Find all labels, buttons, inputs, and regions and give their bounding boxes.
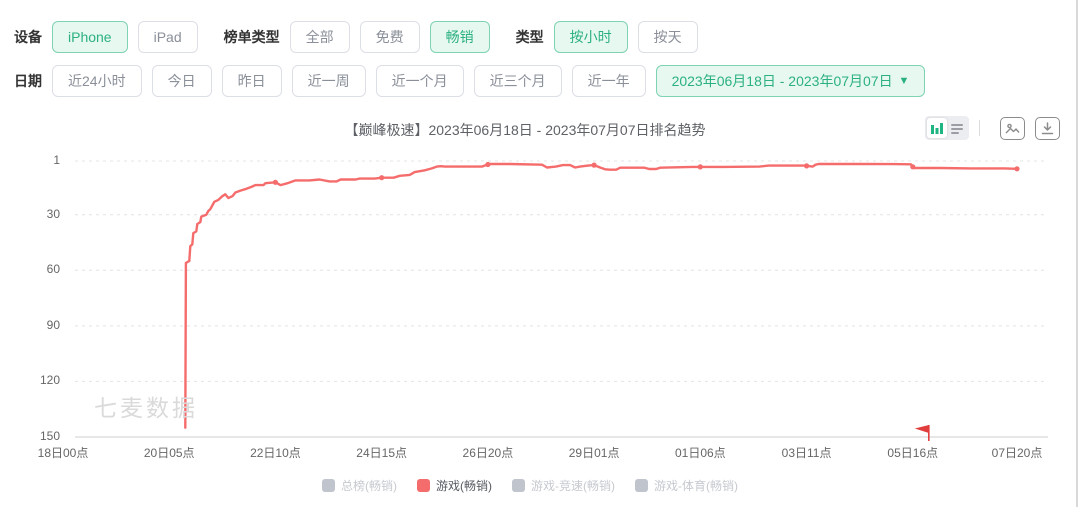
legend-label: 游戏(畅销) [436, 479, 492, 493]
chevron-down-icon: ▼ [898, 74, 910, 88]
device-option-button[interactable]: iPhone [52, 21, 128, 53]
date-option-button[interactable]: 近一周 [291, 65, 366, 97]
legend-item[interactable]: 游戏-竞速(畅销) [512, 477, 615, 494]
list-view-icon[interactable] [947, 118, 967, 138]
x-axis-tick-label: 05日16点 [887, 446, 939, 460]
granularity-option-button[interactable]: 按天 [637, 21, 698, 53]
y-axis-tick-label: 90 [46, 317, 60, 332]
export-image-icon[interactable] [1000, 116, 1025, 140]
rank-type-option-button[interactable]: 畅销 [429, 21, 490, 53]
data-point-marker [1014, 166, 1020, 172]
rank-type-option-button[interactable]: 免费 [359, 21, 420, 53]
legend-item[interactable]: 总榜(畅销) [322, 477, 397, 494]
x-axis-tick-label: 20日05点 [143, 446, 195, 460]
chart-title: 【巅峰极速】2023年06月18日 - 2023年07月07日排名趋势 [344, 122, 706, 138]
chart-toolbar [925, 116, 1060, 140]
legend-label: 游戏-竞速(畅销) [531, 479, 615, 493]
date-option-button[interactable]: 2023年06月18日 - 2023年07月07日 ▼ [655, 65, 925, 97]
data-point-marker [379, 175, 385, 181]
data-point-marker [804, 163, 810, 169]
legend-swatch [417, 479, 430, 492]
data-point-marker [485, 161, 491, 168]
chart-legend: 总榜(畅销) 游戏(畅销) 游戏-竞速(畅销) 游戏-体育(畅销) [0, 477, 1060, 494]
data-point-marker [591, 162, 597, 168]
rank-type-option-button[interactable]: 全部 [289, 21, 350, 53]
rank-type-button-group: 全部 免费 畅销 [289, 21, 500, 53]
filter-row-date: 日期 近24小时 今日 昨日 近一周 近一个月 近三个月 近一年 2023年06月18日 - … [14, 65, 935, 97]
granularity-button-group: 按小时 按天 [553, 21, 708, 53]
download-icon[interactable] [1035, 116, 1060, 140]
granularity-option-button[interactable]: 按小时 [553, 21, 628, 53]
x-axis-tick-label: 03日11点 [781, 446, 832, 460]
date-option-button[interactable]: 近一年 [571, 65, 646, 97]
date-option-button[interactable]: 近三个月 [473, 65, 562, 97]
x-axis-tick-label: 24日15点 [356, 446, 407, 460]
bar-chart-view-icon[interactable] [927, 118, 947, 138]
x-axis-tick-label: 18日00点 [37, 446, 89, 460]
device-button-group: iPhone iPad [52, 21, 208, 53]
toolbar-divider [979, 120, 980, 136]
x-axis-tick-label: 07日20点 [991, 446, 1043, 460]
device-filter-label: 设备 [14, 29, 42, 45]
event-flag-icon[interactable] [914, 425, 930, 441]
x-axis-tick-label: 29日01点 [568, 446, 620, 460]
date-option-button[interactable]: 昨日 [221, 65, 282, 97]
legend-item[interactable]: 游戏-体育(畅销) [635, 477, 738, 494]
y-axis-tick-label: 1 [53, 153, 60, 167]
y-axis-tick-label: 30 [46, 206, 60, 221]
rank-type-filter-label: 榜单类型 [223, 29, 280, 45]
filter-row-device-type: 设备 iPhone iPad 榜单类型 全部 免费 畅销 类型 按小时 按天 [14, 21, 708, 53]
legend-label: 游戏-体育(畅销) [654, 479, 738, 493]
data-point-marker [272, 179, 278, 185]
x-axis-tick-label: 22日10点 [250, 446, 301, 460]
x-axis-tick-label: 01日06点 [674, 446, 726, 460]
date-option-button[interactable]: 今日 [151, 65, 212, 97]
legend-swatch [635, 479, 648, 492]
date-filter-label: 日期 [14, 73, 42, 89]
device-option-button[interactable]: iPad [137, 21, 198, 53]
legend-item[interactable]: 游戏(畅销) [417, 477, 492, 494]
legend-swatch [322, 479, 335, 492]
date-option-button[interactable]: 近24小时 [52, 65, 142, 97]
rank-trend-line [184, 162, 1019, 429]
legend-label: 总榜(畅销) [341, 479, 397, 493]
chart-view-toggle [925, 116, 969, 140]
date-option-button[interactable]: 近一个月 [375, 65, 464, 97]
data-point-marker [697, 164, 703, 170]
granularity-filter-label: 类型 [515, 29, 544, 45]
qimai-watermark: 七麦数据 [94, 395, 198, 421]
data-point-marker [910, 164, 916, 170]
date-button-group: 近24小时 今日 昨日 近一周 近一个月 近三个月 近一年 2023年06月18日 - 202… [52, 65, 935, 97]
y-axis-tick-label: 60 [46, 262, 60, 277]
panel-right-border [1076, 0, 1078, 507]
y-axis-tick-label: 120 [39, 373, 60, 388]
y-axis-tick-label: 150 [39, 429, 60, 443]
x-axis-tick-label: 26日20点 [462, 446, 514, 460]
legend-swatch [512, 479, 525, 492]
